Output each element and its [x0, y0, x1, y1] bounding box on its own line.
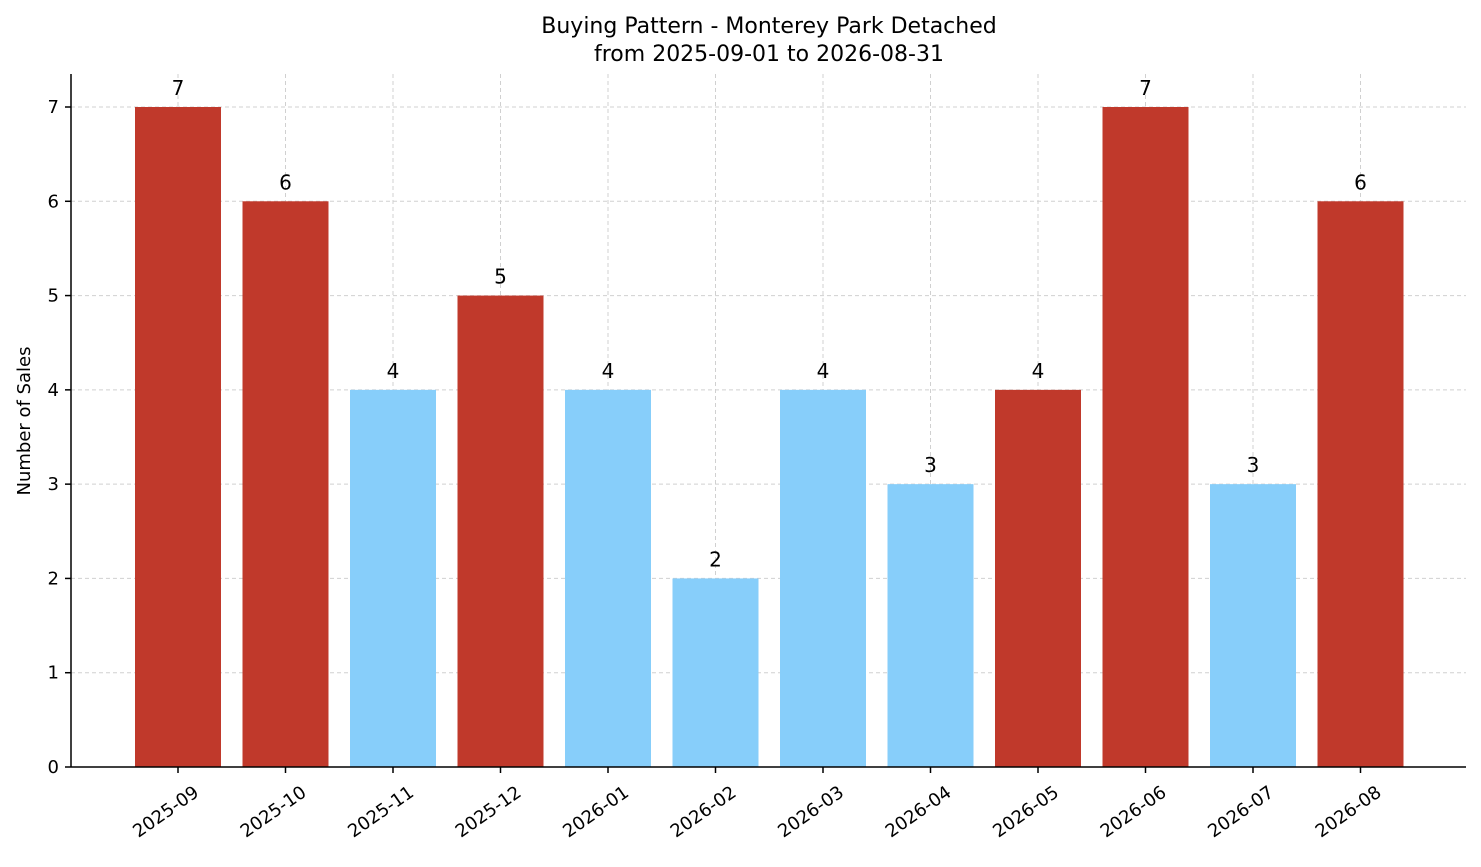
bar-2026-03: [780, 389, 866, 767]
chart-title: Buying Pattern - Monterey Park Detached: [541, 14, 996, 39]
x-tick-label-2026-01: 2026-01: [559, 782, 633, 842]
y-tick-label: 7: [48, 97, 59, 118]
x-tick-label-2026-02: 2026-02: [667, 782, 741, 842]
chart-subtitle: from 2025-09-01 to 2026-08-31: [594, 42, 944, 67]
bar-2026-04: [887, 484, 974, 767]
bar-2026-01: [565, 389, 651, 767]
bar-2025-12: [457, 295, 544, 767]
x-tick-label-2026-07: 2026-07: [1204, 782, 1278, 842]
bar-2025-10: [242, 201, 329, 768]
data-label-2026-05: 4: [1032, 359, 1045, 383]
x-tick-label-2026-03: 2026-03: [774, 782, 848, 842]
x-tick-label-2026-08: 2026-08: [1312, 782, 1386, 842]
y-ticks-layer: 0 1 2 3 4 5 6 7: [48, 97, 71, 778]
x-tick-label-2026-05: 2026-05: [989, 782, 1063, 842]
y-tick-label: 6: [48, 191, 59, 212]
bar-2025-09: [135, 107, 221, 767]
x-tick-label-2025-09: 2025-09: [129, 782, 203, 842]
bar-2026-07: [1210, 484, 1296, 767]
data-label-2025-11: 4: [387, 359, 400, 383]
x-ticks-layer: 2025-09 2025-10 2025-11 2025-12 2026-01 2026-…: [129, 767, 1385, 842]
data-label-2026-06: 7: [1139, 76, 1152, 100]
y-axis-label: Number of Sales: [14, 346, 35, 495]
y-tick-label: 4: [48, 380, 59, 401]
data-label-2026-07: 3: [1247, 453, 1260, 477]
x-tick-label-2025-11: 2025-11: [344, 782, 418, 842]
data-label-2026-02: 2: [709, 547, 722, 571]
y-tick-label: 1: [48, 663, 59, 684]
data-label-2025-09: 7: [172, 76, 185, 100]
y-tick-label: 5: [48, 286, 59, 307]
data-label-2026-08: 6: [1354, 170, 1367, 194]
bar-2026-02: [672, 578, 759, 767]
bar-2026-05: [995, 389, 1081, 767]
bar-2026-06: [1102, 107, 1189, 767]
x-tick-label-2025-10: 2025-10: [237, 782, 311, 842]
x-tick-label-2026-04: 2026-04: [882, 782, 956, 842]
data-label-2026-04: 3: [924, 453, 937, 477]
data-label-2026-01: 4: [602, 359, 615, 383]
y-tick-label: 3: [48, 474, 59, 495]
data-label-2025-12: 5: [494, 265, 507, 289]
bar-2026-08: [1317, 201, 1404, 768]
data-label-2025-10: 6: [279, 170, 292, 194]
y-tick-label: 2: [48, 568, 59, 589]
data-labels-layer: 7 6 4 5 4 2 4 3 4 7 3 6: [172, 76, 1367, 571]
y-tick-label: 0: [48, 757, 59, 778]
bar-2025-11: [350, 389, 436, 767]
data-label-2026-03: 4: [817, 359, 830, 383]
axes-layer: [70, 74, 1466, 768]
x-tick-label-2025-12: 2025-12: [452, 782, 526, 842]
x-tick-label-2026-06: 2026-06: [1097, 782, 1171, 842]
bars-layer: [135, 107, 1404, 768]
